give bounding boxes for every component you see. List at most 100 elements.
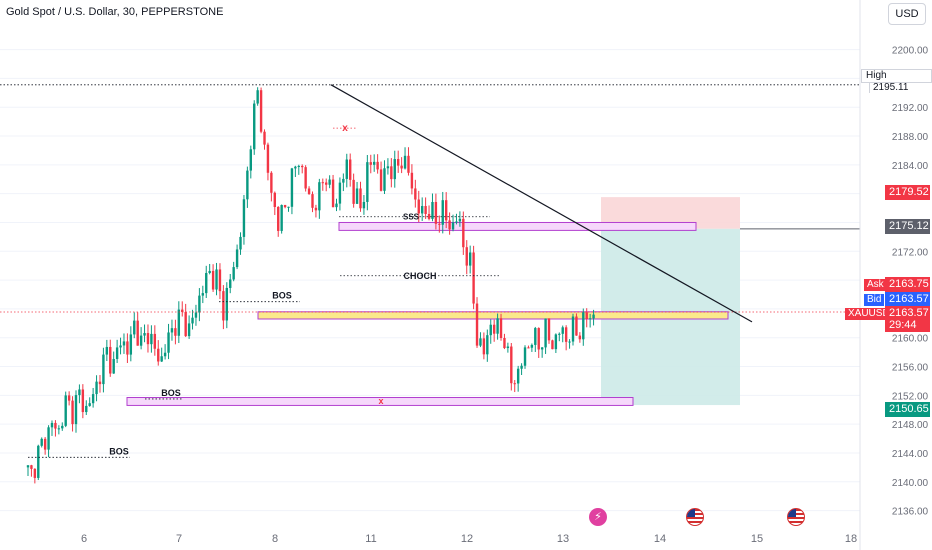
- candle-body: [448, 220, 451, 230]
- candle-body: [383, 168, 386, 191]
- candle-body: [311, 194, 314, 208]
- candle-body: [441, 200, 444, 225]
- candle-body: [280, 205, 283, 231]
- candle-body: [270, 172, 273, 193]
- candle-body: [102, 354, 105, 385]
- candle-body: [352, 179, 355, 204]
- candle-body: [218, 269, 222, 292]
- candle-body: [386, 166, 390, 169]
- candle-body: [403, 155, 407, 169]
- candle-body: [588, 318, 592, 320]
- us-flag-event-icon[interactable]: [686, 508, 704, 526]
- candle-body: [582, 312, 585, 340]
- candle-body: [345, 159, 348, 179]
- candle-body: [163, 352, 167, 357]
- candle-body: [547, 318, 551, 341]
- candle-body: [126, 341, 129, 355]
- candle-body: [33, 468, 37, 478]
- candle-body: [379, 169, 383, 191]
- candle-body: [98, 381, 102, 385]
- candle-body: [153, 333, 157, 349]
- sl-price-label: 2179.52: [885, 185, 930, 200]
- candle-body: [225, 287, 229, 321]
- candle-body: [516, 368, 520, 384]
- candle-body: [266, 144, 270, 173]
- y-tick-label: 2152.00: [892, 391, 929, 402]
- candle-body: [544, 318, 547, 348]
- y-tick-label: 2188.00: [892, 132, 929, 143]
- candle-body: [143, 333, 146, 336]
- candle-body: [462, 218, 465, 248]
- candle-body: [74, 395, 78, 425]
- candle-body: [338, 182, 342, 204]
- candle-body: [369, 162, 372, 165]
- candle-body: [263, 131, 266, 145]
- current-price-label: 2163.57 29:44: [885, 306, 930, 332]
- candle-body: [366, 162, 369, 202]
- candle-body: [444, 200, 448, 221]
- yellow-zone: [257, 311, 729, 320]
- candle-body: [167, 332, 170, 353]
- candle-body: [325, 182, 328, 185]
- candle-body: [499, 318, 503, 338]
- current-price-value: 2163.57: [889, 307, 929, 319]
- candle-body: [307, 188, 311, 195]
- y-tick-label: 2156.00: [892, 363, 929, 374]
- candle-body: [554, 334, 558, 350]
- ask-tag: Ask: [864, 279, 887, 291]
- candle-body: [109, 346, 112, 374]
- candle-body: [390, 166, 393, 180]
- candle-body: [239, 236, 242, 250]
- x-tick-label: 14: [654, 533, 666, 545]
- candle-body: [420, 206, 424, 214]
- candle-body: [424, 206, 427, 214]
- y-tick-label: 2140.00: [892, 478, 929, 489]
- candle-body: [407, 155, 410, 173]
- candle-body: [465, 247, 468, 266]
- candle-body: [482, 338, 486, 355]
- candle-body: [342, 178, 345, 183]
- candle-body: [198, 295, 201, 313]
- currency-button[interactable]: USD: [888, 3, 926, 25]
- candle-body: [520, 365, 523, 369]
- y-tick-label: 2136.00: [892, 507, 929, 518]
- x-label: x: [378, 396, 383, 406]
- candle-body: [438, 223, 441, 225]
- candle-body: [558, 333, 561, 335]
- candle-body: [273, 192, 276, 207]
- candle-body: [67, 395, 71, 401]
- candle-body: [81, 389, 85, 413]
- candle-body: [78, 389, 81, 396]
- candle-body: [283, 205, 287, 208]
- candle-body: [414, 188, 417, 200]
- bos-label: BOS: [161, 388, 181, 398]
- entry-price-label: 2175.12: [885, 219, 930, 234]
- candle-body: [561, 327, 564, 334]
- candle-body: [40, 438, 43, 446]
- candle-body: [290, 168, 294, 207]
- x-label: x: [342, 123, 348, 134]
- candle-body: [170, 328, 174, 333]
- candle-body: [506, 346, 510, 349]
- candle-body: [256, 90, 259, 104]
- candle-body: [492, 324, 496, 334]
- lightning-event-icon[interactable]: ⚡: [589, 508, 607, 526]
- candle-body: [160, 356, 163, 362]
- candle-body: [314, 207, 318, 211]
- x-tick-label: 6: [81, 533, 87, 545]
- candle-body: [472, 252, 475, 304]
- candle-body: [331, 179, 335, 208]
- candle-body: [54, 422, 57, 429]
- candle-body: [105, 346, 109, 355]
- candle-body: [372, 161, 376, 165]
- candle-body: [578, 335, 582, 340]
- candle-body: [85, 405, 88, 413]
- candle-body: [349, 159, 352, 180]
- candle-body: [489, 324, 492, 336]
- x-tick-label: 8: [272, 533, 278, 545]
- us-flag-event-icon[interactable]: [787, 508, 805, 526]
- lower-purple-zone: [126, 397, 634, 406]
- candle-body: [427, 213, 431, 219]
